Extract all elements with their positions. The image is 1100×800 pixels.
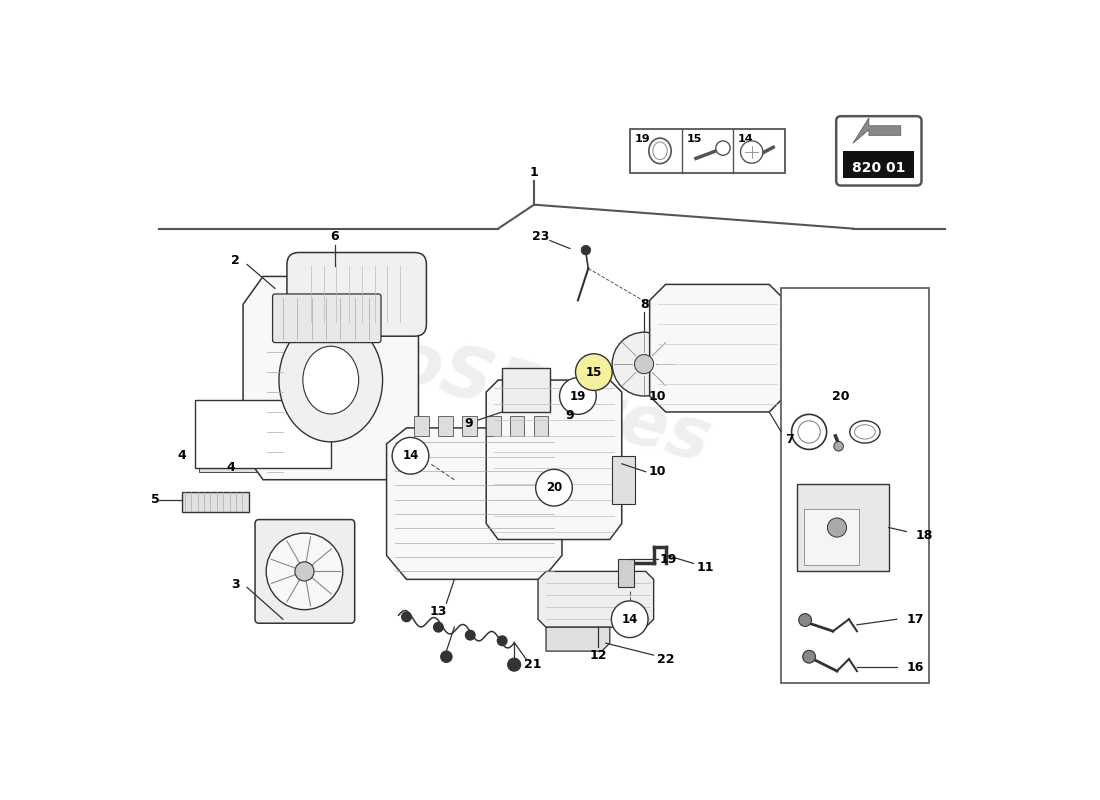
Ellipse shape — [855, 425, 876, 439]
Polygon shape — [486, 380, 621, 539]
Ellipse shape — [302, 346, 359, 414]
Text: 4: 4 — [177, 450, 186, 462]
Ellipse shape — [279, 318, 383, 442]
Bar — [462, 416, 476, 436]
Bar — [503, 368, 550, 412]
Circle shape — [536, 470, 572, 506]
FancyBboxPatch shape — [273, 294, 381, 342]
Ellipse shape — [850, 421, 880, 443]
Bar — [535, 416, 549, 436]
Bar — [613, 456, 635, 504]
Text: 8: 8 — [640, 298, 648, 311]
Bar — [781, 288, 928, 683]
Circle shape — [581, 246, 591, 255]
Ellipse shape — [649, 138, 671, 164]
Bar — [182, 492, 250, 512]
Text: 18: 18 — [915, 529, 933, 542]
Text: 20: 20 — [546, 481, 562, 494]
Bar — [439, 416, 453, 436]
FancyBboxPatch shape — [836, 116, 922, 186]
Circle shape — [803, 650, 815, 663]
Text: 23: 23 — [531, 230, 549, 243]
Circle shape — [635, 354, 653, 374]
Text: 14: 14 — [738, 134, 754, 144]
Text: 6: 6 — [330, 230, 339, 243]
Circle shape — [798, 421, 821, 443]
Circle shape — [508, 658, 520, 671]
Circle shape — [465, 630, 475, 640]
Bar — [629, 129, 785, 173]
Text: 15: 15 — [585, 366, 602, 378]
Polygon shape — [538, 571, 653, 627]
FancyBboxPatch shape — [287, 253, 427, 336]
Bar — [844, 151, 914, 178]
Circle shape — [295, 562, 313, 581]
Bar — [803, 510, 859, 565]
Polygon shape — [650, 285, 785, 412]
Circle shape — [792, 414, 826, 450]
Text: 1: 1 — [530, 166, 538, 179]
Text: 4: 4 — [227, 462, 235, 474]
Text: 7: 7 — [784, 434, 793, 446]
Bar — [486, 416, 500, 436]
Bar — [199, 404, 334, 472]
Circle shape — [392, 438, 429, 474]
Circle shape — [612, 601, 648, 638]
Text: 10: 10 — [649, 390, 667, 402]
Circle shape — [740, 141, 763, 163]
Circle shape — [575, 354, 613, 390]
FancyBboxPatch shape — [255, 519, 354, 623]
Circle shape — [497, 636, 507, 646]
Circle shape — [799, 614, 812, 626]
Circle shape — [560, 378, 596, 414]
Text: 5: 5 — [151, 493, 160, 506]
Text: 11: 11 — [696, 561, 714, 574]
Ellipse shape — [652, 142, 668, 160]
Text: 9: 9 — [464, 418, 473, 430]
Text: 9: 9 — [565, 410, 574, 422]
Text: 12: 12 — [590, 649, 606, 662]
Text: 14: 14 — [621, 613, 638, 626]
Text: 14: 14 — [403, 450, 419, 462]
Circle shape — [834, 442, 844, 451]
Circle shape — [716, 141, 730, 155]
Polygon shape — [386, 428, 562, 579]
Circle shape — [266, 533, 343, 610]
Text: a passion for parts since 1985: a passion for parts since 1985 — [353, 420, 620, 508]
Text: 820 01: 820 01 — [852, 161, 905, 174]
Text: 22: 22 — [657, 653, 674, 666]
Text: 19: 19 — [570, 390, 586, 402]
Text: 19: 19 — [659, 553, 676, 566]
Polygon shape — [243, 277, 418, 480]
Text: 2: 2 — [231, 254, 240, 267]
Bar — [195, 400, 331, 468]
Bar — [510, 416, 525, 436]
Circle shape — [613, 332, 676, 396]
Text: 20: 20 — [833, 390, 849, 402]
Text: 10: 10 — [649, 466, 667, 478]
Text: 3: 3 — [231, 578, 240, 591]
Text: 17: 17 — [906, 613, 924, 626]
Circle shape — [433, 622, 443, 632]
Text: 13: 13 — [430, 605, 447, 618]
Bar — [798, 484, 889, 571]
Bar — [618, 559, 634, 587]
Text: 15: 15 — [686, 134, 702, 144]
Circle shape — [402, 612, 411, 622]
Polygon shape — [546, 627, 609, 651]
Polygon shape — [852, 118, 901, 143]
Bar — [415, 416, 429, 436]
Circle shape — [441, 651, 452, 662]
Text: 19: 19 — [635, 134, 650, 144]
Text: 21: 21 — [524, 658, 541, 671]
Text: euroSPares: euroSPares — [254, 291, 718, 478]
Text: 16: 16 — [906, 661, 924, 674]
Circle shape — [827, 518, 847, 537]
